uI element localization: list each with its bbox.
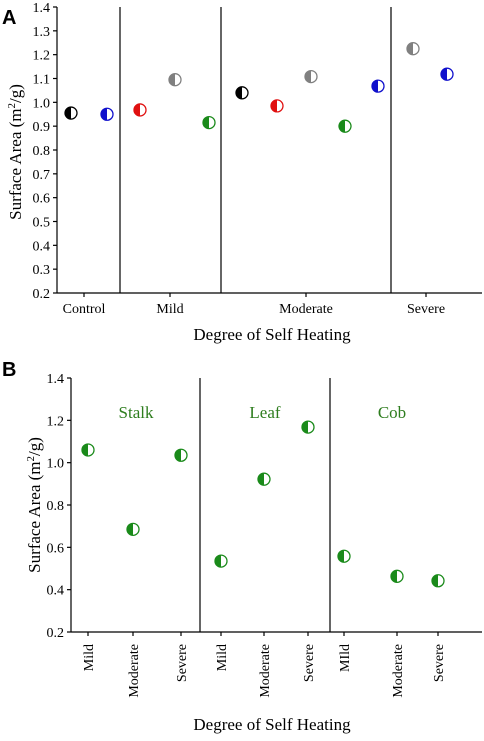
panel-a-data-point — [371, 79, 385, 93]
panel-a-data-point — [338, 119, 352, 133]
panel-a-x-axis-title: Degree of Self Heating — [193, 325, 351, 344]
panel-a-data-point-fill — [441, 68, 447, 81]
panel-b-data-point — [301, 420, 315, 434]
panel-b-y-tick-label: 0.2 — [47, 626, 65, 641]
panel-a-data-point-fill — [372, 80, 378, 93]
panel-b-x-tick-label: Severe — [302, 644, 317, 682]
panel-a-data-point — [100, 107, 114, 121]
panel-a-y-axis-title: Surface Area (m2/g) — [6, 84, 25, 220]
panel-a-x-tick-label: Mild — [156, 302, 183, 317]
panel-b-y-axis-title: Surface Area (m2/g) — [25, 437, 44, 573]
panel-a-data-point — [270, 99, 284, 113]
panel-a-x-tick-label: Control — [63, 302, 106, 317]
panel-b-x-tick-label: Mild — [82, 644, 97, 671]
panel-b-data-point-fill — [432, 574, 438, 587]
panel-a-y-tick-label: 0.9 — [33, 120, 51, 135]
panel-a-x-tick-label: Moderate — [279, 302, 333, 317]
panel-a-data-point — [168, 73, 182, 87]
panel-a-data-point-fill — [271, 99, 277, 112]
panel-a-data-point-fill — [65, 107, 71, 120]
panel-b-data-point — [257, 472, 271, 486]
panel-b-data-point-fill — [215, 555, 221, 568]
panel-a-axes: 0.2 0.3 0.4 0.5 0.6 0.7 0.8 0.9 1.0 1.1 1.2 1.3 1.4 C… — [33, 1, 482, 317]
panel-a-y-tick-label: 0.8 — [33, 144, 51, 159]
panel-b-x-tick-label: Mild — [215, 644, 230, 671]
panel-a-data-point — [406, 42, 420, 56]
panel-b-data-point-fill — [82, 443, 88, 456]
panel-b-data-point-fill — [175, 449, 181, 462]
panel-b-x-axis-title: Degree of Self Heating — [193, 715, 351, 734]
panel-a-data-point — [64, 106, 78, 120]
panel-a-data-point-fill — [134, 103, 140, 116]
panel-a-data-point-fill — [339, 120, 345, 133]
panel-b-x-tick-label: Moderate — [258, 644, 273, 698]
panel-b-data-point — [337, 549, 351, 563]
panel-a-data-point — [235, 86, 249, 100]
panel-b-data-point-fill — [391, 570, 397, 583]
panel-a-data-point — [304, 69, 318, 84]
panel-a-y-tick-label: 1.1 — [33, 73, 51, 88]
panel-b-y-tick-label: 0.8 — [47, 499, 65, 514]
panel-b-data-point-fill — [338, 550, 344, 563]
panel-a-y-tick-label: 1.2 — [33, 49, 51, 64]
panel-b-data-point — [431, 574, 445, 588]
panel-b-group-label: Leaf — [249, 403, 280, 422]
panel-a-y-tick-label: 0.2 — [33, 287, 51, 302]
panel-a-chart: A 0.2 0.3 0.4 0.5 0.6 0.7 0.8 0.9 1.0 1.1 1.2 1.3 1.… — [2, 1, 482, 344]
panel-a-y-tick-label: 0.4 — [33, 239, 51, 254]
panel-a-y-tick-label: 1.4 — [33, 1, 51, 16]
panel-a-data-point-fill — [305, 70, 311, 83]
panel-b-data-point — [390, 569, 404, 583]
panel-a-x-tick-label: Severe — [407, 302, 445, 317]
panel-b-y-tick-label: 0.4 — [47, 584, 65, 599]
panel-a-y-tick-label: 0.3 — [33, 263, 51, 278]
panel-b-group-label: Stalk — [119, 403, 154, 422]
panel-b-y-tick-label: 1.4 — [47, 372, 65, 387]
panel-b-y-tick-label: 0.6 — [47, 541, 65, 556]
panel-b-data-point-fill — [258, 473, 264, 486]
panel-a-data-point — [133, 103, 147, 117]
panel-b-x-tick-label: Moderate — [127, 644, 142, 698]
panel-b-y-tick-label: 1.2 — [47, 414, 65, 429]
panel-b-x-tick-label: Severe — [175, 644, 190, 682]
panel-a-data-point-fill — [169, 73, 175, 86]
panel-a-data-point-fill — [236, 86, 242, 99]
panel-b-letter: B — [2, 359, 16, 381]
panel-b-data-point-fill — [127, 523, 133, 536]
panel-b-data-point-fill — [302, 421, 308, 434]
panel-b-group-label: Cob — [378, 403, 406, 422]
panel-b-axes: 0.2 0.4 0.6 0.8 1.0 1.2 1.4 Stalk Leaf Cob Mild Mod… — [47, 372, 482, 698]
panel-b-x-tick-label: Moderate — [391, 644, 406, 698]
panel-a-data-point — [202, 115, 216, 130]
panel-a-y-tick-label: 0.7 — [33, 168, 51, 183]
panel-b-data-point — [81, 443, 95, 457]
panel-a-data-point-fill — [101, 108, 107, 121]
panel-a-y-tick-label: 0.5 — [33, 216, 51, 231]
panel-b-data-point — [214, 554, 228, 568]
panel-a-data-point-fill — [407, 42, 413, 55]
panel-b-x-tick-label: Severe — [432, 644, 447, 682]
panel-a-data-point-fill — [203, 116, 209, 129]
panel-a-y-tick-label: 1.3 — [33, 25, 51, 40]
panel-b-chart: B 0.2 0.4 0.6 0.8 1.0 1.2 1.4 Stalk Leaf Cob Mild M… — [2, 359, 482, 734]
panel-b-data-point — [174, 448, 188, 462]
panel-b-y-tick-label: 1.0 — [47, 457, 65, 472]
panel-a-y-tick-label: 0.6 — [33, 192, 51, 207]
panel-b-x-tick-label: MIld — [338, 644, 353, 672]
panel-a-data-point — [440, 67, 454, 81]
panel-a-y-tick-label: 1.0 — [33, 96, 51, 111]
panel-b-data-point — [126, 522, 140, 536]
panel-a-letter: A — [2, 7, 16, 29]
